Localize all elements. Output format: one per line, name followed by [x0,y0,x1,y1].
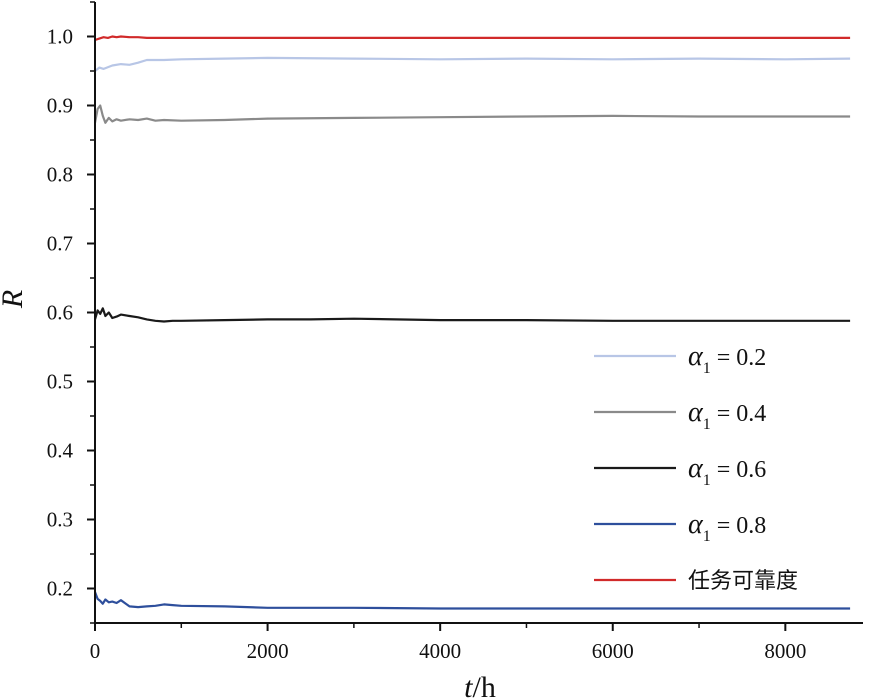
series-line [94,35,851,42]
x-tick-label: 4000 [419,639,461,663]
series-line [93,591,851,610]
legend: α1 = 0.2 α1 = 0.4 α1 = 0.6 α1 = 0.8 任务可靠度 [594,341,798,594]
series-line [93,104,851,124]
y-tick-label: 0.4 [47,439,74,463]
plot-lines [93,35,851,610]
y-tick-label: 0.6 [47,301,73,325]
legend-label: α1 = 0.8 [688,509,766,545]
y-tick-label: 1.0 [47,25,73,49]
x-tick-label: 2000 [247,639,289,663]
x-axis-variable: t [464,671,473,699]
series-line [94,56,851,72]
y-tick-label: 0.3 [47,508,73,532]
x-axis-title: t/h [464,671,496,699]
x-axis-ticks: 0 2000 4000 6000 8000 [90,623,806,663]
y-axis-title: R [0,290,29,309]
legend-label: α1 = 0.6 [688,453,766,489]
x-tick-label: 6000 [592,639,634,663]
legend-label: α1 = 0.2 [688,341,766,377]
series-line [93,307,851,323]
y-tick-label: 0.7 [47,232,73,256]
y-tick-label: 0.5 [47,370,73,394]
y-axis-ticks: 0.2 0.3 0.4 0.5 0.6 0.7 0.8 0.9 1.0 [47,1,95,624]
legend-label: 任务可靠度 [688,569,798,594]
x-axis-unit: /h [473,671,496,699]
x-tick-label: 8000 [764,639,806,663]
legend-label: α1 = 0.4 [688,397,766,433]
x-tick-label: 0 [90,639,101,663]
y-tick-label: 0.8 [47,163,73,187]
y-tick-label: 0.9 [47,94,73,118]
y-tick-label: 0.2 [47,577,73,601]
